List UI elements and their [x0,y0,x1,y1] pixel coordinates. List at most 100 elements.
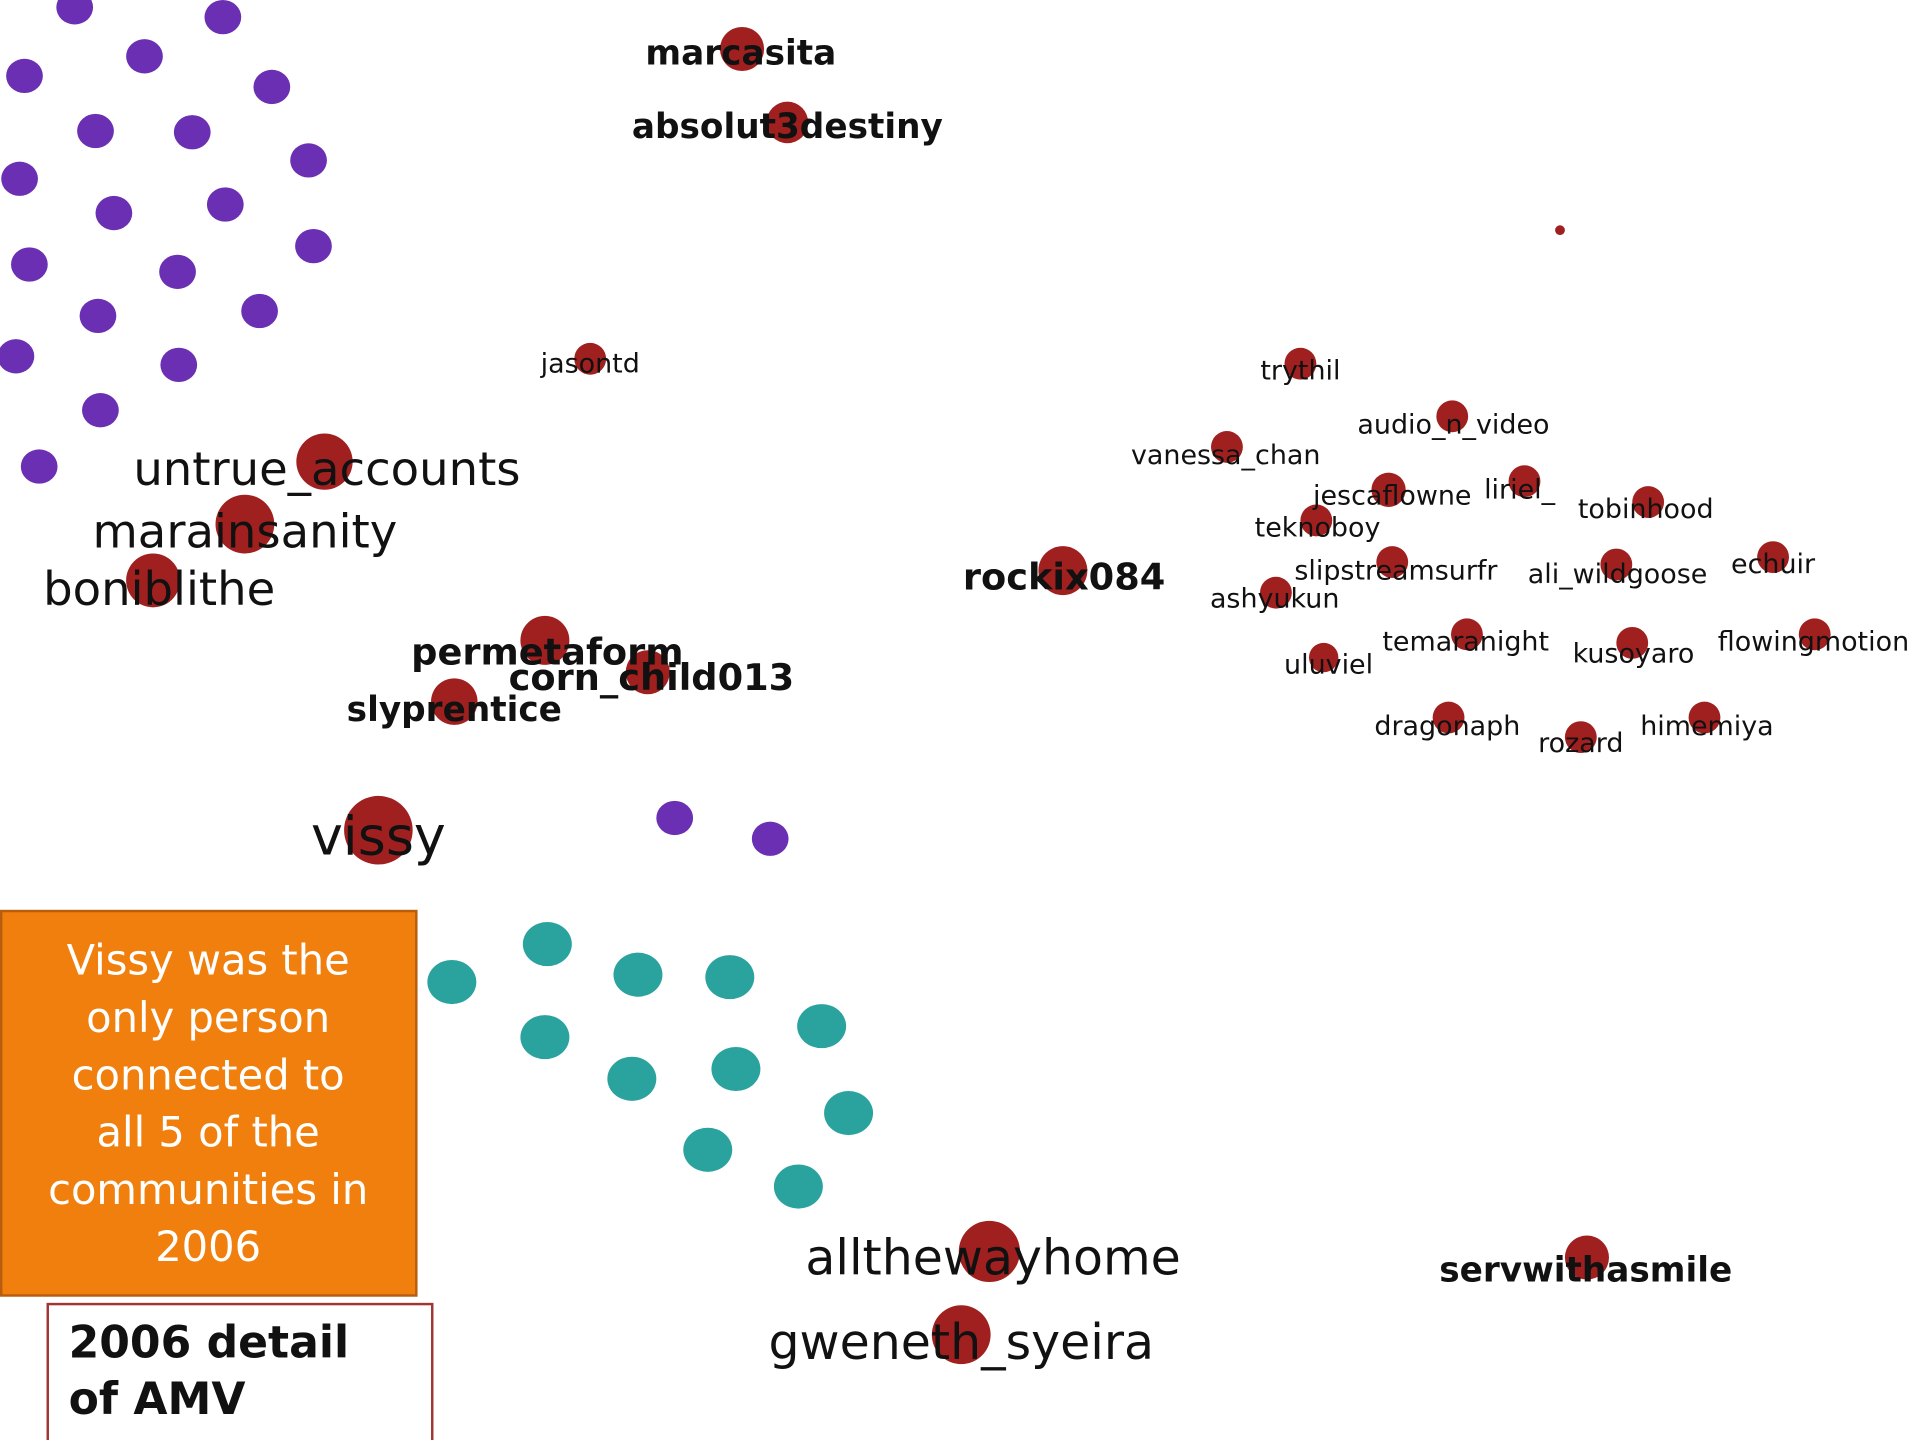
node-label: teknoboy [1255,512,1381,543]
node-label: servwithasmile [1439,1251,1732,1291]
node-label: marcasita [645,34,836,74]
node-label: untrue_accounts [133,442,520,496]
purple-node [82,393,119,428]
node-label: absolut3destiny [632,107,943,147]
teal-node [613,952,663,997]
node-label: flowingmotion [1718,626,1909,657]
node [431,678,478,725]
node [1371,472,1406,507]
purple-node [751,821,789,856]
callout-box [0,909,418,1297]
callout-line: Vissy was the [67,936,350,985]
node [1600,548,1633,581]
purple-node [253,69,291,105]
teal-node [522,922,572,967]
node-label: jescaflowne [1312,481,1471,512]
teal-node [705,955,755,1000]
callout-line: all 5 of the [97,1108,320,1157]
node-label: kusoyaro [1573,639,1695,670]
node [1436,400,1469,433]
unlabeled-nodes [0,0,1565,1209]
node-label: boniblithe [43,562,275,616]
purple-node [79,298,117,334]
purple-node [95,195,133,231]
node-label: temaranight [1382,626,1549,657]
node [1038,546,1088,596]
purple-node [1,161,38,196]
node [1451,618,1483,651]
node [1688,701,1721,734]
node [958,1220,1020,1283]
node-label: vanessa_chan [1131,440,1321,471]
node-label: allthewayhome [805,1230,1180,1287]
node [520,615,570,665]
node [1564,1235,1609,1280]
node-label: rockix084 [963,556,1165,599]
teal-node [607,1056,657,1101]
callout-line: connected to [72,1050,345,1099]
purple-node [290,143,327,178]
node-label: vissy [311,805,446,868]
node [1211,431,1243,463]
node-label: gweneth_syeira [768,1314,1154,1371]
caption-box [46,1302,434,1440]
purple-node [656,800,694,836]
node [1284,347,1317,380]
node [1300,504,1333,537]
purple-node [206,187,244,222]
teal-node [711,1046,761,1092]
teal-node [427,960,477,1005]
node [720,26,765,72]
callout-line: only person [86,993,330,1042]
teal-node [773,1164,823,1209]
node [1798,618,1831,651]
callout-line: 2006 [155,1222,261,1271]
node [625,650,670,695]
labeled-nodes: marcasita absolut3destiny jasontd untrue_ac… [43,26,1909,1371]
node-label: uluviel [1284,650,1373,681]
purple-node [77,113,114,149]
purple-node [6,58,43,94]
node [215,494,275,554]
node-label: echuir [1731,549,1816,580]
node-label: trythil [1260,356,1340,387]
node [1260,576,1292,609]
node [344,795,413,865]
node-label: corn_child013 [509,656,795,699]
small-node [1555,225,1565,236]
teal-node [683,1127,733,1172]
node [1308,642,1339,673]
node-label: slyprentice [347,690,562,730]
callout-text: Vissy was the only person connected to all … [48,936,368,1272]
node-label: audio_n_video [1357,410,1549,441]
teal-node [797,1004,847,1049]
purple-node [295,228,332,264]
node [574,342,607,375]
purple-node [56,0,94,25]
node [1616,626,1649,659]
node-label: ashyukun [1210,584,1339,615]
node [766,101,809,144]
node [1757,541,1789,574]
node [1432,701,1465,734]
node-label: tobinhood [1578,494,1714,525]
teal-node [520,1015,570,1060]
node-label: rozard [1538,728,1623,759]
purple-node [160,347,198,383]
node [296,433,353,490]
node [931,1305,991,1365]
node [1376,546,1409,578]
purple-node [126,39,163,74]
node [1632,486,1665,518]
purple-node [204,0,242,35]
node-label: dragonaph [1374,711,1520,742]
purple-node [241,293,278,329]
caption-line: 2006 detail [69,1318,350,1369]
purple-node [159,254,196,289]
purple-node [0,339,35,374]
caption-line: of AMV [69,1374,246,1425]
teal-node [824,1091,874,1136]
